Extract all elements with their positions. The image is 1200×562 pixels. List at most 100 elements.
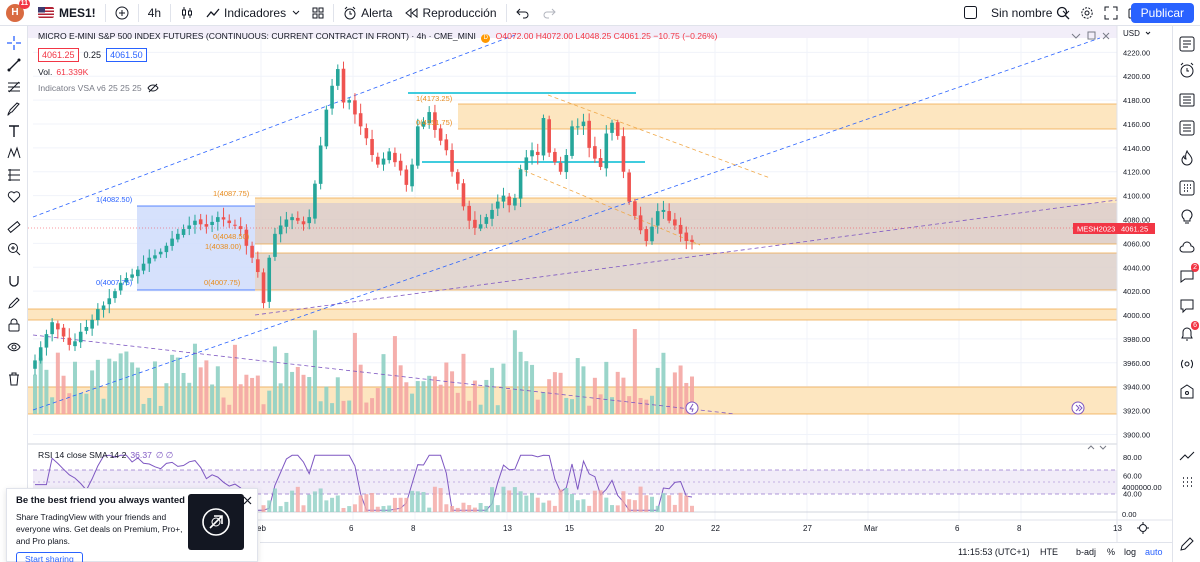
ask-price-button[interactable]: 4061.50	[106, 48, 147, 62]
event-icon[interactable]	[685, 401, 699, 415]
trading-panel-button[interactable]	[1177, 446, 1197, 466]
chevron-down-icon	[1145, 31, 1151, 35]
news-button[interactable]	[1177, 90, 1197, 110]
help-button[interactable]	[1177, 382, 1197, 402]
chats-button[interactable]: 2	[1177, 263, 1199, 286]
interval-button[interactable]: 4h	[147, 5, 162, 20]
alert-button[interactable]: Alerta	[337, 0, 398, 26]
eye-off-icon[interactable]	[147, 83, 159, 93]
maximize-pane-icon[interactable]	[1087, 31, 1096, 40]
candle-body	[684, 232, 689, 241]
data-delayed-icon[interactable]: D	[481, 34, 491, 43]
data-window-button[interactable]	[1177, 118, 1197, 138]
close-pane-icon[interactable]	[1102, 32, 1110, 40]
log-button[interactable]: log	[1124, 547, 1137, 557]
percent-button[interactable]: %	[1107, 547, 1116, 557]
stay-drawing-tool[interactable]	[5, 294, 23, 312]
y-tick-label: 3980.00	[1123, 335, 1150, 344]
streams-button[interactable]	[1177, 238, 1197, 258]
lower-volume-bar	[341, 507, 346, 512]
search-button[interactable]	[1050, 0, 1076, 26]
compare-button[interactable]	[109, 0, 135, 26]
chart-canvas[interactable]: 1(4082.50) 0(4007.75) 1(4087.75) 0(4048.…	[28, 26, 1172, 542]
lower-volume-bar	[472, 507, 477, 512]
lock-tool[interactable]	[5, 316, 23, 334]
candle-body	[667, 211, 671, 221]
ideas-button[interactable]	[1177, 206, 1197, 226]
candle-body	[673, 219, 677, 226]
pane-up-icon[interactable]	[1087, 445, 1095, 450]
separator	[333, 3, 335, 22]
symbol-search[interactable]: MES1!	[32, 0, 102, 26]
start-sharing-button[interactable]: Start sharing	[16, 552, 83, 562]
volume-bar	[427, 375, 432, 414]
volume-bar	[50, 397, 55, 414]
volume-bar	[490, 367, 495, 414]
lower-volume-bar	[541, 502, 546, 512]
candle-body	[330, 85, 334, 109]
chart-type-button[interactable]	[174, 0, 200, 26]
measure-tool[interactable]	[5, 218, 23, 236]
pane-down-icon[interactable]	[1099, 445, 1107, 450]
layout-grid-button[interactable]	[1177, 472, 1197, 492]
brush-tool[interactable]	[5, 100, 23, 118]
session-button[interactable]: HTE	[1040, 547, 1058, 557]
fullscreen-button[interactable]	[1098, 0, 1124, 26]
close-promo-button[interactable]	[240, 493, 254, 507]
user-avatar[interactable]: H 11	[6, 0, 30, 22]
volume-bar	[610, 397, 615, 414]
price-axis[interactable]: USD 4220.004200.004180.004160.004140.004…	[1073, 26, 1172, 542]
undo-button[interactable]	[510, 0, 536, 26]
pane-controls	[1071, 31, 1110, 40]
calendar-button[interactable]	[1177, 178, 1197, 198]
trend-line-tool[interactable]	[5, 56, 23, 74]
collapse-pane-icon[interactable]	[1071, 33, 1081, 39]
x-tick-label: Mar	[864, 524, 878, 533]
candle-body	[678, 224, 683, 234]
scroll-forward-icon[interactable]	[1071, 401, 1085, 415]
notifications-button[interactable]: 6	[1177, 321, 1199, 344]
bid-price-button[interactable]: 4061.25	[38, 48, 79, 62]
lower-volume-bar	[335, 495, 340, 512]
prediction-tool[interactable]	[5, 166, 23, 184]
redo-button[interactable]	[536, 0, 562, 26]
auto-button[interactable]: auto	[1145, 547, 1163, 557]
shapes-tool[interactable]	[5, 188, 23, 206]
pattern-tool[interactable]	[5, 144, 23, 162]
y-tick-label: 4120.00	[1123, 168, 1150, 177]
indicator-legend[interactable]: Indicators VSA v6 25 25 25	[38, 83, 159, 93]
chat-badge: 2	[1191, 263, 1199, 272]
volume-bar	[192, 343, 197, 414]
clock[interactable]: 11:15:53 (UTC+1)	[958, 547, 1030, 557]
candle-body	[227, 220, 232, 224]
crosshair-tool[interactable]	[5, 34, 23, 52]
settings-button[interactable]	[1074, 0, 1100, 26]
volume-max-label: 4000000.00	[1122, 483, 1162, 492]
axis-settings-icon[interactable]	[1139, 524, 1147, 532]
text-tool[interactable]	[5, 122, 23, 140]
volume-bar	[615, 371, 620, 414]
alerts-button[interactable]	[1177, 60, 1197, 80]
fib-tool[interactable]	[5, 78, 23, 96]
volume-bar	[61, 375, 66, 414]
watchlist-button[interactable]	[1177, 34, 1197, 54]
zoom-tool[interactable]	[5, 240, 23, 258]
hide-drawings-tool[interactable]	[5, 338, 23, 356]
lock-icon	[8, 318, 20, 332]
indicators-button[interactable]: Indicadores	[200, 0, 306, 26]
replay-button[interactable]: Reproducción	[398, 0, 502, 26]
messages-button[interactable]	[1177, 296, 1197, 316]
undo-icon	[515, 8, 528, 18]
broadcast-button[interactable]	[1177, 354, 1197, 374]
publish-button[interactable]: Publicar	[1130, 3, 1194, 23]
magnet-tool[interactable]	[5, 272, 23, 290]
templates-button[interactable]	[306, 0, 330, 26]
object-tree-button[interactable]	[1177, 534, 1197, 554]
lower-volume-bar	[455, 507, 460, 512]
volume-bar	[627, 396, 632, 414]
candle-body	[473, 219, 477, 228]
b-adj-button[interactable]: b-adj	[1076, 547, 1097, 557]
hotlists-button[interactable]	[1177, 148, 1197, 168]
bid-ask-box: 4061.25 0.25 4061.50	[38, 48, 147, 62]
delete-drawings-tool[interactable]	[5, 370, 23, 388]
